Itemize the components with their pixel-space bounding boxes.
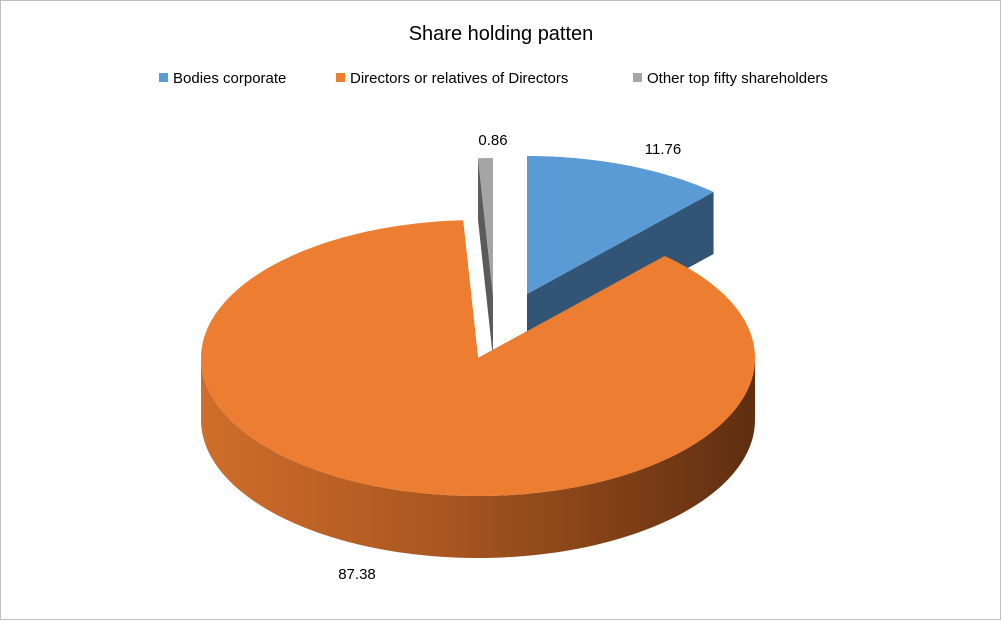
- data-label-directors-or-relatives-of-directors: 87.38: [338, 566, 376, 583]
- pie-slice-top-other-top-fifty-shareholders: [478, 158, 493, 296]
- legend-swatch-other-top-fifty-shareholders: [633, 73, 642, 82]
- pie-slices: [201, 156, 755, 558]
- data-labels: 11.76 87.38 0.86: [338, 132, 681, 583]
- legend-label-bodies-corporate: Bodies corporate: [173, 70, 286, 87]
- pie-slice-directors-or-relatives-of-directors: [201, 220, 755, 558]
- legend-label-directors-or-relatives-of-directors: Directors or relatives of Directors: [350, 70, 568, 87]
- legend-label-other-top-fifty-shareholders: Other top fifty shareholders: [647, 70, 828, 87]
- legend-swatch-bodies-corporate: [159, 73, 168, 82]
- pie-slice-top-directors-or-relatives-of-directors: [201, 220, 755, 496]
- data-label-other-top-fifty-shareholders: 0.86: [478, 132, 507, 149]
- legend-swatch-directors-or-relatives-of-directors: [336, 73, 345, 82]
- legend: Bodies corporate Directors or relatives o…: [159, 70, 828, 87]
- data-label-bodies-corporate: 11.76: [645, 141, 681, 158]
- pie-slice-top-bodies-corporate: [527, 156, 714, 294]
- chart-title: Share holding patten: [409, 23, 594, 45]
- pie-slice-other-top-fifty-shareholders: [478, 158, 493, 358]
